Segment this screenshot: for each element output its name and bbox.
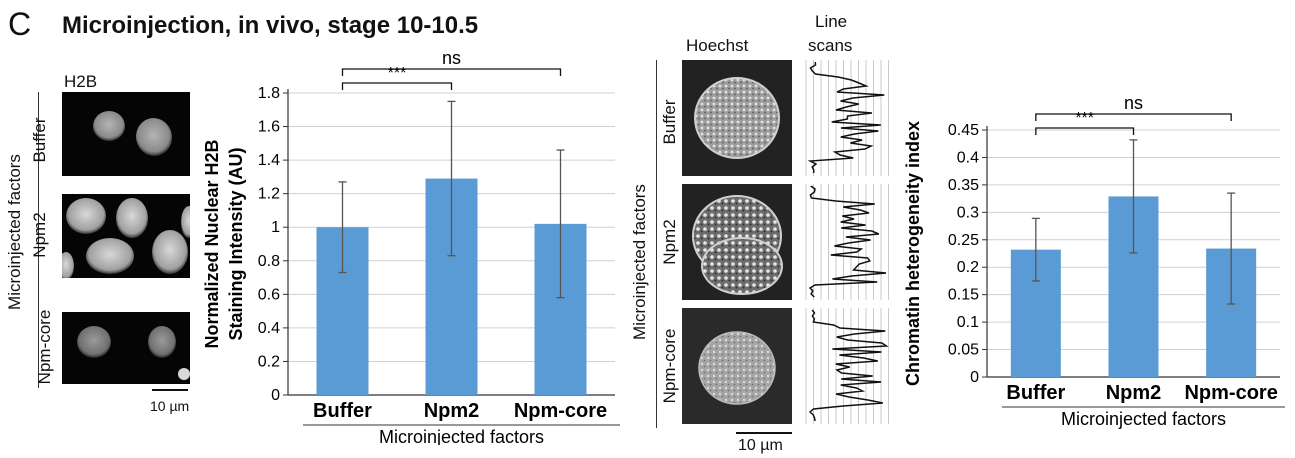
- y-tick-label: 0.2: [957, 259, 979, 276]
- y-axis-label: Staining Intensity (AU): [226, 147, 246, 340]
- significance-label: ***: [1075, 110, 1094, 127]
- hoechst-header: Hoechst: [686, 36, 749, 55]
- x-category-label: Npm-core: [514, 400, 607, 422]
- x-axis-label: Microinjected factors: [379, 427, 544, 445]
- left-row-label-buffer: Buffer: [30, 117, 49, 163]
- panel-letter: C: [8, 6, 32, 42]
- significance-bracket: [341, 82, 453, 90]
- hoechst-image-npm2: [682, 184, 792, 300]
- hoechst-image-buffer: [682, 60, 792, 176]
- left-group-label: Microinjected factors: [5, 154, 24, 310]
- y-axis-label: Chromatin heterogeneity index: [905, 121, 923, 386]
- y-tick-label: 0.1: [957, 314, 979, 331]
- line-scan-npm-core: [805, 308, 889, 424]
- y-tick-label: 0.3: [957, 204, 979, 221]
- x-category-label: Buffer: [1006, 382, 1065, 404]
- y-tick-label: 0.35: [948, 177, 979, 194]
- y-tick-label: 0: [271, 387, 280, 404]
- x-category-label: Npm-core: [1184, 382, 1277, 404]
- right-row-label-npm2: Npm2: [660, 219, 679, 265]
- x-axis-label: Microinjected factors: [1061, 409, 1226, 429]
- significance-bracket: [341, 68, 562, 76]
- y-tick-label: 0.8: [258, 253, 280, 270]
- y-tick-label: 0.05: [948, 342, 979, 359]
- hoechst-image-npm-core: [682, 308, 792, 424]
- y-tick-label: 0.4: [957, 149, 979, 166]
- right-row-label-npm-core: Npm-core: [660, 328, 679, 404]
- left-scale-bar-label: 10 µm: [150, 398, 190, 414]
- right-row-label-buffer: Buffer: [660, 99, 679, 145]
- left-group-line: [38, 92, 39, 388]
- left-scale-bar: [152, 389, 188, 391]
- line-scan-npm2: [805, 184, 889, 300]
- significance-bracket: [1035, 127, 1135, 135]
- x-category-label: Npm2: [424, 400, 480, 422]
- h2b-header: H2B: [64, 72, 98, 91]
- y-tick-label: 0.2: [258, 353, 280, 370]
- right-group-line: [656, 60, 657, 428]
- y-tick-label: 0: [970, 369, 979, 386]
- y-tick-label: 1.4: [258, 152, 280, 169]
- y-tick-label: 0.4: [258, 320, 280, 337]
- line-scan-buffer: [805, 60, 889, 176]
- y-tick-label: 0.45: [948, 122, 979, 139]
- significance-label: ***: [388, 65, 407, 82]
- y-tick-label: 0.15: [948, 287, 979, 304]
- left-row-label-npm2: Npm2: [30, 212, 49, 258]
- h2b-intensity-chart: 0 0.2 0.4 0.6 0.8 1 1.2 1.4 1.6 1.8 Buffer Npm2 Npm-…: [202, 48, 620, 445]
- y-tick-label: 1: [271, 219, 280, 236]
- right-scale-bar-label: 10 µm: [738, 437, 783, 454]
- y-axis-label: Normalized Nuclear H2B: [202, 139, 222, 348]
- h2b-image-buffer: [62, 92, 190, 176]
- right-scale-bar: [736, 432, 792, 434]
- significance-label: ns: [442, 48, 461, 68]
- line-scans-header-line1: Line: [815, 12, 848, 31]
- significance-label: ns: [1124, 93, 1143, 113]
- y-tick-label: 0.25: [948, 232, 979, 249]
- left-row-label-npm-core: Npm-core: [35, 309, 54, 385]
- chromatin-heterogeneity-chart: 0 0.05 0.1 0.15 0.2 0.25 0.3 0.35 0.4 0.45 Buffer N…: [905, 93, 1285, 429]
- x-category-label: Buffer: [313, 400, 372, 422]
- line-scans-header-line2: scans: [808, 36, 853, 55]
- y-tick-label: 1.6: [258, 119, 280, 136]
- y-tick-label: 0.6: [258, 286, 280, 303]
- y-tick-label: 1.8: [258, 85, 280, 102]
- figure-title: Microinjection, in vivo, stage 10-10.5: [62, 12, 479, 39]
- significance-bracket: [1035, 113, 1232, 121]
- right-group-label: Microinjected factors: [630, 184, 649, 340]
- h2b-image-npm-core: [62, 312, 190, 384]
- x-category-label: Npm2: [1106, 382, 1162, 404]
- y-tick-label: 1.2: [258, 186, 280, 203]
- h2b-image-npm2: [62, 194, 190, 278]
